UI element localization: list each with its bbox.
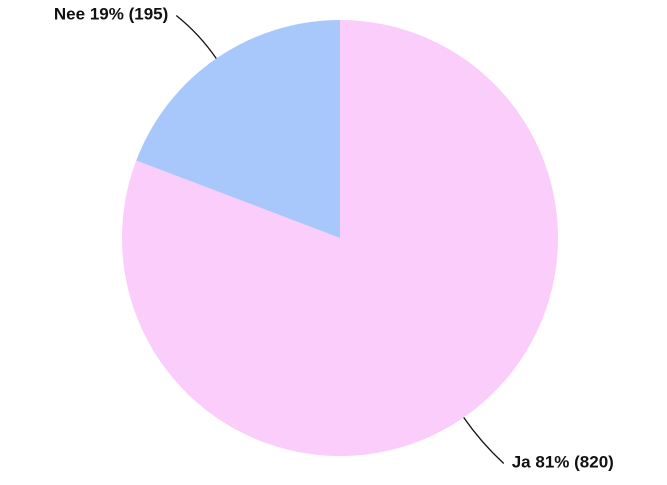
slice-label: Ja 81% (820): [512, 453, 614, 472]
slice-category: Nee: [54, 5, 85, 24]
slice-category: Ja: [512, 453, 531, 472]
slice-value: 81% (820): [535, 453, 613, 472]
pie-slice: [136, 20, 340, 238]
leader-line: [463, 417, 505, 464]
slice-label: Nee 19% (195): [54, 5, 168, 24]
leader-line: [175, 15, 217, 59]
pie-slice: [121, 20, 558, 457]
slice-value: 19% (195): [90, 5, 168, 24]
